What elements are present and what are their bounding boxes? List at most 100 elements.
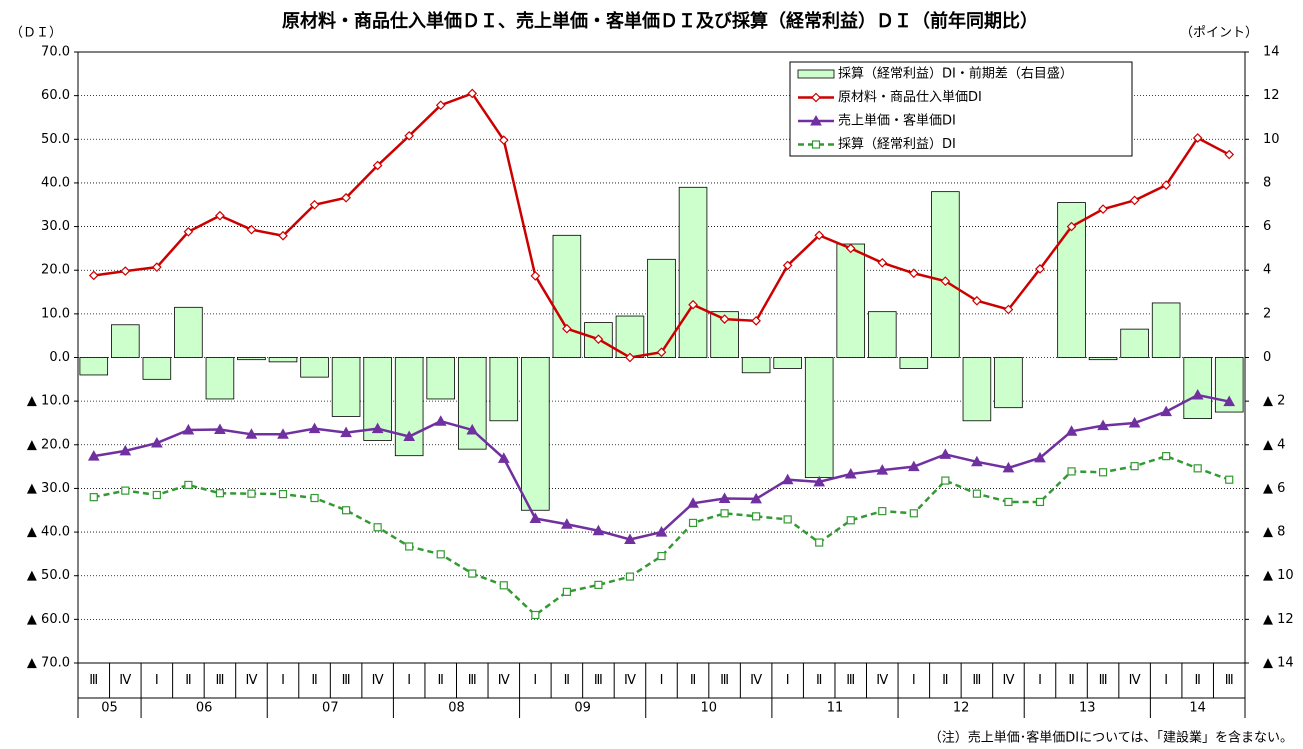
point	[940, 276, 951, 286]
point	[119, 444, 132, 456]
point	[531, 610, 540, 620]
point	[530, 271, 541, 281]
bar	[142, 357, 172, 380]
point	[1223, 395, 1236, 407]
point	[183, 226, 194, 237]
point	[939, 448, 952, 459]
point	[878, 507, 887, 516]
y-tick-label: 30.0	[41, 219, 70, 234]
y-tick-label: ▲ 30.0	[27, 481, 70, 496]
y2-tick-label: ▲ 6	[1263, 481, 1285, 496]
x-tick-label: Ⅱ	[1194, 673, 1200, 688]
point	[844, 467, 857, 479]
point	[876, 464, 889, 475]
point	[971, 455, 983, 467]
bar	[931, 191, 960, 358]
point	[403, 430, 416, 441]
point	[87, 450, 100, 461]
x-tick-label: Ⅲ	[1225, 673, 1234, 688]
x-tick-label: Ⅳ	[1129, 673, 1141, 688]
y2-tick-label: 12	[1263, 88, 1280, 103]
point	[783, 515, 792, 524]
legend-label: 採算（経常利益）DI・前期差（右目盛）	[838, 66, 1073, 82]
bar	[489, 357, 519, 422]
point	[89, 493, 98, 502]
x-tick-label: Ⅱ	[185, 673, 191, 688]
x-tick-label: Ⅳ	[245, 673, 257, 688]
point	[434, 415, 447, 426]
x-tick-label: Ⅰ	[1164, 673, 1168, 688]
point	[121, 486, 130, 495]
legend-swatch	[797, 69, 835, 79]
y-tick-label: ▲ 20.0	[27, 437, 70, 452]
year-label: 06	[196, 701, 213, 716]
bar	[300, 357, 329, 378]
year-label: 10	[701, 701, 718, 716]
x-tick-label: Ⅲ	[846, 673, 855, 688]
y2-tick-label: ▲ 4	[1263, 437, 1285, 452]
point	[750, 492, 762, 504]
plot-frame	[77, 51, 1246, 664]
point	[593, 334, 604, 345]
point	[182, 423, 195, 435]
bar	[268, 357, 298, 363]
point	[120, 266, 131, 276]
y-tick-label: ▲ 50.0	[27, 568, 70, 583]
point	[499, 581, 508, 590]
bar	[111, 324, 140, 358]
point	[1098, 204, 1108, 214]
y2-axis-label: （ポイント）	[1180, 26, 1258, 41]
point	[625, 352, 635, 363]
x-tick-label: Ⅲ	[972, 673, 981, 688]
bar	[615, 315, 645, 358]
line	[93, 393, 1230, 541]
year-label: 09	[574, 701, 591, 716]
point	[1160, 405, 1172, 417]
point	[624, 533, 636, 544]
x-tick-label: Ⅱ	[942, 673, 948, 688]
point	[468, 569, 477, 578]
x-tick-label: Ⅳ	[498, 673, 510, 688]
year-label: 08	[448, 701, 465, 716]
bar	[205, 357, 235, 400]
y-tick-label: ▲ 60.0	[27, 612, 70, 627]
point	[277, 428, 289, 439]
bar	[836, 243, 866, 358]
bar	[962, 357, 992, 422]
year-label: 11	[827, 701, 844, 716]
point	[529, 512, 542, 524]
point	[436, 550, 445, 559]
point	[1162, 452, 1171, 461]
point	[752, 512, 761, 521]
point	[88, 270, 99, 281]
y2-tick-label: 14	[1263, 45, 1280, 60]
point	[814, 230, 825, 241]
bar	[79, 357, 109, 376]
bar	[1120, 328, 1149, 358]
y2-tick-label: ▲ 12	[1263, 612, 1294, 627]
point	[782, 260, 793, 271]
x-tick-label: Ⅰ	[912, 673, 916, 688]
point	[845, 243, 856, 254]
point	[972, 489, 982, 498]
point	[215, 210, 225, 221]
point	[657, 551, 666, 561]
point	[435, 100, 446, 111]
point	[813, 475, 826, 487]
point	[1034, 451, 1046, 463]
point	[466, 423, 479, 435]
point	[341, 192, 351, 203]
point	[561, 518, 573, 529]
bar	[678, 186, 708, 358]
legend-label: 原材料・商品仕入単価DI	[838, 89, 982, 105]
y2-tick-label: 2	[1263, 306, 1271, 321]
y-tick-label: ▲ 40.0	[27, 525, 70, 540]
legend-label: 採算（経常利益）DI	[838, 137, 956, 152]
bar	[237, 357, 266, 361]
bar	[552, 234, 582, 358]
bar	[1183, 357, 1212, 419]
x-tick-label: Ⅰ	[660, 673, 664, 688]
point	[278, 230, 288, 241]
point	[909, 509, 918, 518]
point	[214, 423, 226, 435]
